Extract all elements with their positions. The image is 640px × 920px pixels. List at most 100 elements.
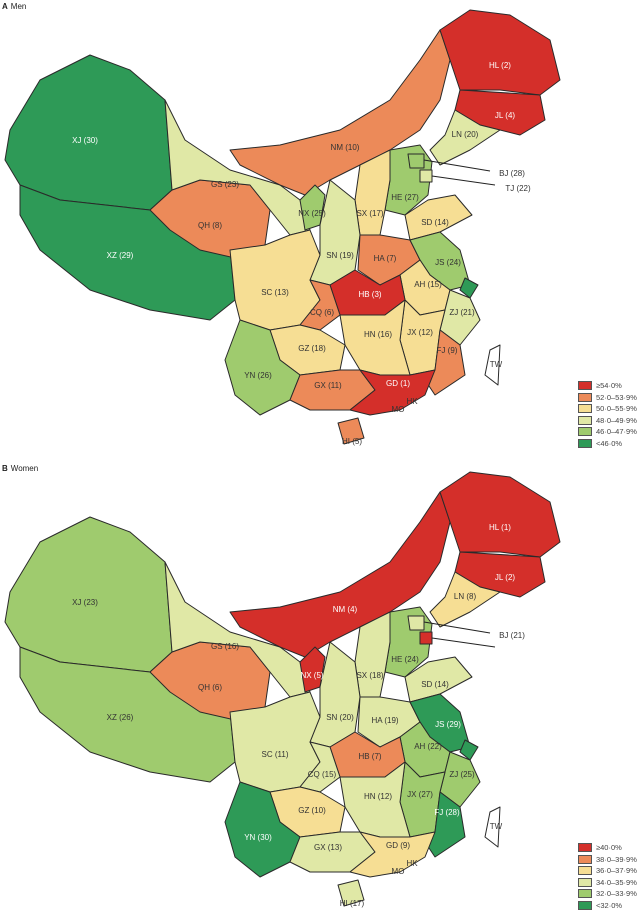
province-gd (349, 831, 436, 878)
men-legend: ≥54·0% 52·0–53·9% 50·0–55·9% 48·0–49·9% 46·0… (578, 380, 637, 449)
province-label-bj: BJ (21) (499, 631, 525, 640)
province-nm (229, 29, 451, 196)
legend-swatch (578, 415, 592, 425)
legend-label: 36·0–37·9% (596, 866, 637, 876)
province-shapes (4, 9, 561, 445)
legend-label: <32·0% (596, 900, 623, 910)
legend-item: 34·0–35·9% (578, 877, 637, 889)
province-label-yn: YN (26) (244, 371, 272, 380)
men-map-panel: A Men XJ (30) XZ (29) QH (8) GS (23) NM (10) H… (0, 0, 640, 458)
province-label-ha: HA (19) (371, 716, 398, 725)
panel-letter: B (2, 464, 8, 473)
legend-item: 32·0–33·9% (578, 888, 637, 900)
province-label-xz: XZ (26) (107, 713, 134, 722)
province-label-fj: FJ (28) (434, 808, 460, 817)
leader-line-bj (423, 621, 491, 634)
legend-item: <32·0% (578, 900, 637, 912)
province-label-jl: JL (4) (495, 111, 515, 120)
legend-item: ≥54·0% (578, 380, 637, 392)
province-label-sh: SH (31) (481, 277, 509, 286)
women-map-panel: B Women XJ (23) XZ (26) QH (6) GS (16) NM (4)… (0, 462, 640, 920)
province-label-hl: HL (1) (489, 523, 511, 532)
province-label-cq: CQ (15) (308, 770, 337, 779)
province-label-ha: HA (7) (374, 254, 397, 263)
province-label-bj: BJ (28) (499, 169, 525, 178)
leader-line-bj (423, 159, 491, 172)
legend-item: ≥40·0% (578, 842, 637, 854)
province-label-tw: TW (490, 822, 503, 831)
province-label-tj: TJ (3) (508, 646, 529, 655)
province-label-cq: CQ (6) (310, 308, 334, 317)
panel-title: A Men (2, 2, 26, 11)
province-hl (439, 471, 561, 558)
province-label-gz: GZ (10) (298, 806, 326, 815)
province-label-gs: GS (23) (211, 180, 239, 189)
panel-title: B Women (2, 464, 38, 473)
legend-swatch (578, 866, 592, 876)
legend-label: 32·0–33·9% (596, 889, 637, 899)
province-tw (484, 344, 501, 386)
province-label-ah: AH (22) (414, 742, 442, 751)
province-label-hk: HK (406, 859, 418, 868)
province-label-nx: NX (25) (298, 209, 326, 218)
province-label-he: HE (24) (391, 655, 419, 664)
province-label-nm: NM (10) (331, 143, 360, 152)
legend-item: 38·0–39·9% (578, 854, 637, 866)
legend-swatch (578, 392, 592, 402)
province-labels: XJ (30) XZ (29) QH (8) GS (23) NM (10) HL (2)… (72, 61, 531, 446)
province-label-hn: HN (16) (364, 330, 392, 339)
legend-label: 52·0–53·9% (596, 392, 637, 402)
legend-label: ≥40·0% (596, 843, 622, 853)
legend-swatch (578, 427, 592, 437)
province-label-nx: NX (5) (300, 671, 323, 680)
province-label-sc: SC (11) (262, 750, 289, 759)
province-label-gz: GZ (18) (298, 344, 326, 353)
province-label-sc: SC (13) (261, 288, 289, 297)
legend-swatch (578, 843, 592, 853)
province-label-xj: XJ (30) (72, 136, 98, 145)
province-label-sh: SH (31) (481, 739, 509, 748)
province-hi (337, 879, 365, 907)
province-nm (229, 491, 451, 658)
province-label-jx: JX (27) (407, 790, 433, 799)
province-ln (429, 571, 501, 628)
legend-label: 48·0–49·9% (596, 415, 637, 425)
province-label-sx: SX (17) (356, 209, 383, 218)
province-label-tj: TJ (22) (505, 184, 531, 193)
leader-line-tj (431, 175, 496, 186)
province-label-jx: JX (12) (407, 328, 433, 337)
province-hi (337, 417, 365, 445)
province-label-hk: HK (406, 397, 418, 406)
province-xj (4, 516, 173, 673)
province-label-hi: HI (17) (340, 899, 365, 908)
panel-letter: A (2, 2, 8, 11)
legend-label: 50·0–55·9% (596, 404, 637, 414)
province-tj (419, 631, 433, 645)
province-labels: XJ (23) XZ (26) QH (6) GS (16) NM (4) HL (1) J… (72, 523, 529, 908)
province-label-qh: QH (8) (198, 221, 222, 230)
province-label-sx: SX (18) (356, 671, 383, 680)
legend-swatch (578, 889, 592, 899)
province-label-hi: HI (5) (342, 437, 362, 446)
legend-swatch (578, 854, 592, 864)
province-label-ln: LN (20) (452, 130, 479, 139)
province-tw (484, 806, 501, 848)
leader-line-tj (431, 637, 496, 648)
panel-title-text: Men (10, 2, 27, 11)
province-label-js: JS (29) (435, 720, 461, 729)
province-label-gd: GD (9) (386, 841, 410, 850)
legend-item: 50·0–55·9% (578, 403, 637, 415)
province-label-yn: YN (30) (244, 833, 272, 842)
legend-label: 46·0–47·9% (596, 427, 637, 437)
province-label-mo: MO (392, 867, 405, 876)
province-label-hl: HL (2) (489, 61, 511, 70)
panel-title-text: Women (10, 464, 39, 473)
province-label-fj: FJ (9) (437, 346, 458, 355)
legend-label: 34·0–35·9% (596, 877, 637, 887)
province-label-sd: SD (14) (421, 680, 449, 689)
province-label-nm: NM (4) (333, 605, 358, 614)
legend-item: 48·0–49·9% (578, 415, 637, 427)
legend-swatch (578, 438, 592, 448)
province-hl (439, 9, 561, 96)
province-bj (407, 615, 425, 631)
